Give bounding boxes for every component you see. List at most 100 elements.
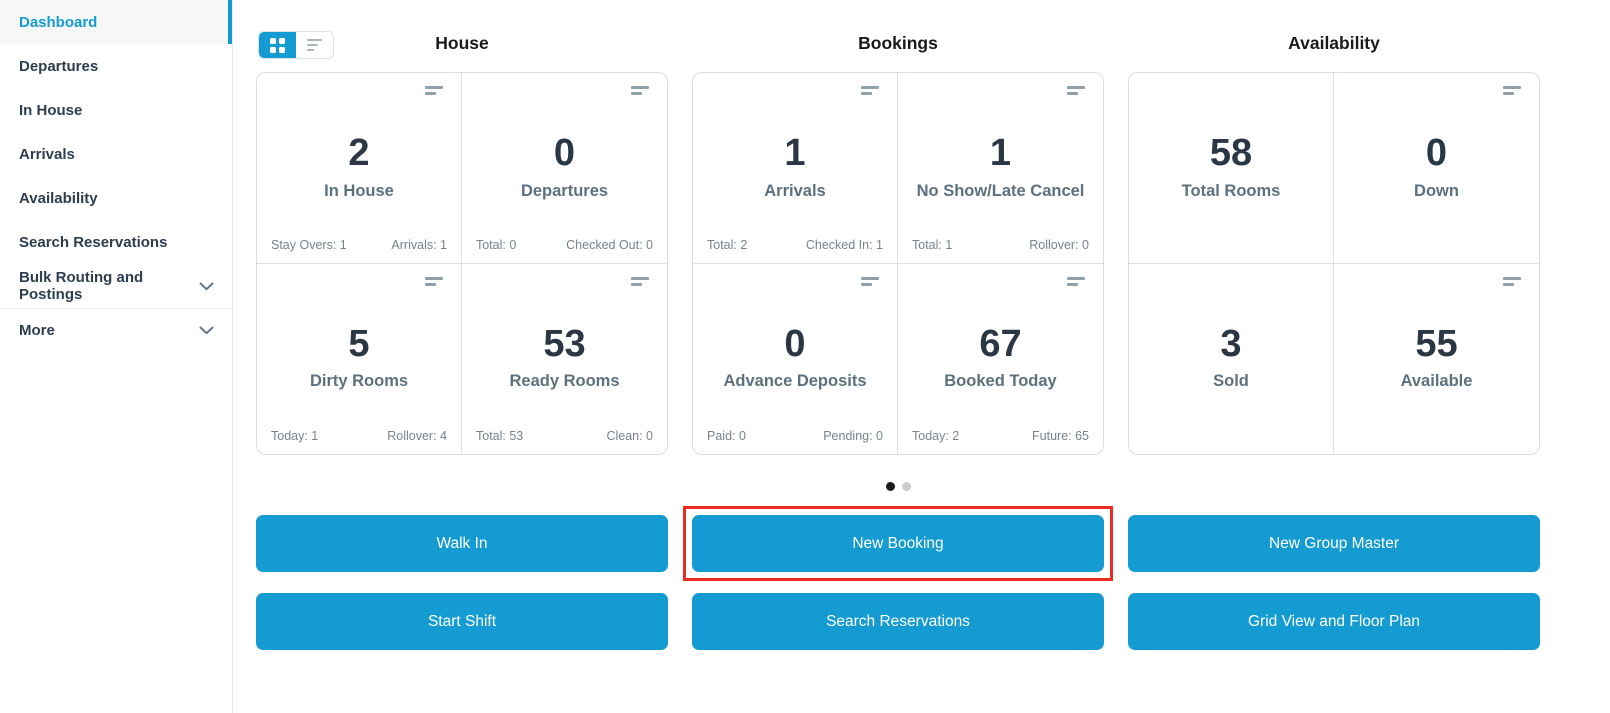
stat-footer-left: Stay Overs: 1 — [271, 237, 347, 252]
carousel-pagination — [692, 482, 1104, 491]
card-menu-icon[interactable] — [425, 86, 443, 95]
stat-card-down[interactable]: 0 Down — [1334, 73, 1539, 264]
stat-card-ready-rooms[interactable]: 53 Ready Rooms Total: 53 Clean: 0 — [462, 264, 667, 455]
sidebar-item-in-house[interactable]: In House — [0, 88, 232, 132]
stat-card-departures[interactable]: 0 Departures Total: 0 Checked Out: 0 — [462, 73, 667, 264]
section-title-availability: Availability — [1288, 33, 1380, 53]
stat-label: No Show/Late Cancel — [916, 181, 1085, 200]
house-card-grid: 2 In House Stay Overs: 1 Arrivals: 1 0 D… — [256, 72, 668, 455]
stat-card-no-show-late-cancel[interactable]: 1 No Show/Late Cancel Total: 1 Rollover:… — [898, 73, 1103, 264]
stat-card-dirty-rooms[interactable]: 5 Dirty Rooms Today: 1 Rollover: 4 — [257, 263, 462, 454]
sidebar-item-label: More — [19, 322, 55, 339]
stat-value: 5 — [348, 322, 370, 365]
stat-value: 2 — [348, 132, 370, 174]
stat-footer: Stay Overs: 1 Arrivals: 1 — [271, 238, 447, 252]
stat-label: Advance Deposits — [723, 372, 867, 391]
stat-footer-right: Checked Out: 0 — [566, 237, 653, 252]
stat-value: 3 — [1220, 322, 1242, 365]
stat-label: Ready Rooms — [509, 372, 620, 391]
stat-value: 58 — [1209, 132, 1253, 174]
stat-value: 0 — [553, 132, 576, 174]
stat-footer-left: Paid: 0 — [707, 429, 746, 443]
sidebar: Dashboard Departures In House Arrivals A… — [0, 0, 233, 713]
new-group-master-button[interactable]: New Group Master — [1128, 515, 1540, 572]
stat-label: Booked Today — [944, 372, 1057, 391]
bookings-card-grid: 1 Arrivals Total: 2 Checked In: 1 1 No S… — [692, 72, 1104, 455]
pagination-dot-active[interactable] — [885, 482, 895, 491]
sidebar-item-label: Arrivals — [19, 145, 75, 163]
new-booking-button[interactable]: New Booking — [692, 515, 1104, 572]
stat-card-sold[interactable]: 3 Sold — [1129, 263, 1334, 454]
list-view-button[interactable] — [296, 32, 333, 58]
list-view-icon — [307, 39, 322, 51]
stat-footer-left: Total: 0 — [476, 237, 517, 252]
availability-card-grid: 58 Total Rooms 0 Down 3 Sold 55 Availabl… — [1128, 72, 1540, 455]
stat-label: Departures — [520, 181, 609, 200]
sidebar-item-dashboard[interactable]: Dashboard — [0, 0, 232, 44]
stat-value: 53 — [543, 322, 586, 365]
sidebar-item-label: In House — [19, 101, 83, 119]
stat-label: Total Rooms — [1181, 181, 1281, 200]
stat-footer-right: Rollover: 4 — [387, 429, 447, 443]
walk-in-button[interactable]: Walk In — [256, 515, 668, 572]
stat-footer: Total: 53 Clean: 0 — [476, 429, 653, 443]
stat-footer-right: Rollover: 0 — [1029, 237, 1089, 252]
card-menu-icon[interactable] — [425, 276, 443, 286]
sidebar-item-arrivals[interactable]: Arrivals — [0, 132, 232, 176]
search-reservations-button[interactable]: Search Reservations — [692, 593, 1104, 650]
stat-footer-left: Today: 1 — [271, 429, 319, 443]
section-title-bookings: Bookings — [858, 33, 938, 53]
sidebar-item-departures[interactable]: Departures — [0, 44, 232, 88]
stat-card-in-house[interactable]: 2 In House Stay Overs: 1 Arrivals: 1 — [257, 73, 462, 264]
sidebar-item-label: Dashboard — [19, 13, 98, 31]
stat-footer: Total: 1 Rollover: 0 — [912, 238, 1089, 252]
stat-value: 67 — [979, 322, 1022, 365]
sidebar-item-bulk-routing-and-postings[interactable]: Bulk Routing and Postings — [0, 264, 232, 308]
stat-footer-left: Today: 2 — [912, 429, 960, 443]
card-menu-icon[interactable] — [631, 276, 649, 286]
section-title-house: House — [435, 33, 489, 53]
stat-label: In House — [324, 181, 394, 200]
stat-footer: Total: 2 Checked In: 1 — [707, 238, 883, 252]
stat-footer-right: Checked In: 1 — [805, 237, 883, 252]
card-menu-icon[interactable] — [1503, 276, 1521, 286]
card-menu-icon[interactable] — [631, 86, 649, 95]
sidebar-item-label: Availability — [19, 189, 98, 207]
stat-footer-right: Arrivals: 1 — [391, 237, 447, 252]
chevron-down-icon — [199, 282, 214, 291]
sidebar-item-availability[interactable]: Availability — [0, 176, 232, 220]
sidebar-item-label: Departures — [19, 57, 99, 75]
view-toggle — [258, 31, 334, 59]
stat-footer-left: Total: 1 — [912, 237, 953, 252]
start-shift-button[interactable]: Start Shift — [256, 593, 668, 650]
stat-label: Sold — [1213, 372, 1249, 391]
stat-footer: Today: 2 Future: 65 — [912, 429, 1089, 443]
stat-card-available[interactable]: 55 Available — [1334, 264, 1539, 455]
stat-value: 0 — [1425, 132, 1448, 174]
stat-card-arrivals[interactable]: 1 Arrivals Total: 2 Checked In: 1 — [693, 73, 898, 264]
stat-label: Available — [1400, 372, 1473, 391]
grid-view-floor-plan-button[interactable]: Grid View and Floor Plan — [1128, 593, 1540, 650]
sidebar-item-search-reservations[interactable]: Search Reservations — [0, 220, 232, 264]
card-menu-icon[interactable] — [861, 276, 879, 286]
stat-card-booked-today[interactable]: 67 Booked Today Today: 2 Future: 65 — [898, 264, 1103, 455]
stat-footer: Total: 0 Checked Out: 0 — [476, 238, 653, 252]
card-menu-icon[interactable] — [1067, 276, 1085, 286]
card-menu-icon[interactable] — [1067, 86, 1085, 95]
stat-value: 1 — [989, 132, 1012, 174]
sidebar-item-label: Bulk Routing and Postings — [19, 269, 144, 303]
pagination-dot[interactable] — [901, 482, 911, 491]
stat-footer-right: Pending: 0 — [823, 429, 883, 443]
stat-card-total-rooms[interactable]: 58 Total Rooms — [1129, 73, 1334, 264]
stat-label: Dirty Rooms — [309, 372, 409, 391]
card-menu-icon[interactable] — [1503, 86, 1521, 95]
sidebar-item-more[interactable]: More — [0, 308, 232, 352]
stat-value: 55 — [1415, 322, 1458, 365]
stat-value: 0 — [784, 322, 806, 365]
stat-label: Arrivals — [764, 181, 826, 200]
grid-view-button[interactable] — [259, 32, 296, 58]
grid-view-icon — [270, 37, 285, 53]
stat-footer-left: Total: 2 — [707, 237, 748, 252]
card-menu-icon[interactable] — [861, 86, 879, 95]
stat-card-advance-deposits[interactable]: 0 Advance Deposits Paid: 0 Pending: 0 — [693, 263, 898, 454]
